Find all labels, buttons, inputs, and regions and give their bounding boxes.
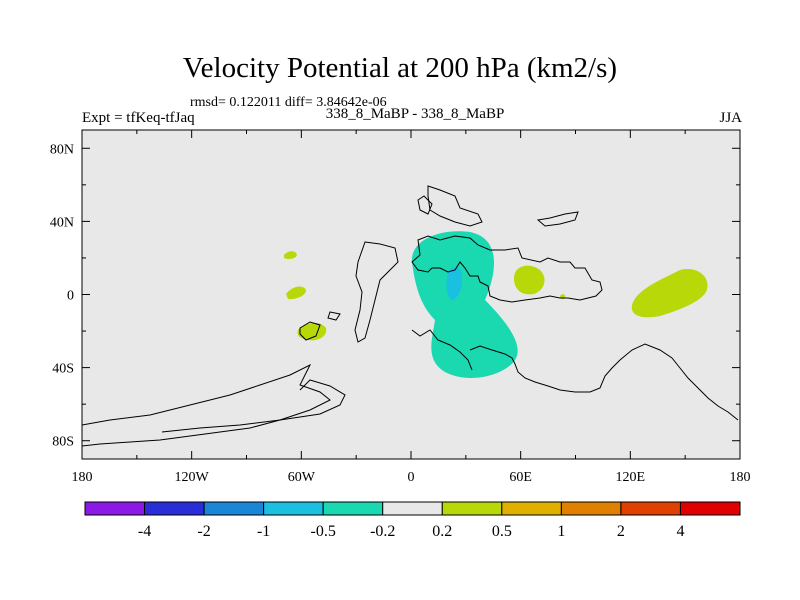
- axes-layer: 180 120W 60W 0 60E 120E 180 80N 40N 0 40S 80S: [50, 129, 751, 485]
- y-tick-label: 40N: [50, 215, 74, 230]
- coastline-1: [411, 235, 603, 303]
- colorbar-label: -4: [138, 523, 151, 540]
- colorbar-swatch: [84, 501, 146, 516]
- colorbar-label: -1: [257, 523, 270, 540]
- y-tick-label: 40S: [52, 362, 74, 377]
- x-tick-label: 60W: [288, 470, 316, 485]
- colorbar-swatch: [322, 501, 384, 516]
- coastline-3: [417, 195, 433, 215]
- chart-title: Velocity Potential at 200 hPa (km2/s): [182, 52, 618, 84]
- season-label: JJA: [719, 110, 742, 126]
- colorbar-swatch: [203, 501, 265, 516]
- coastline-11: [411, 329, 473, 371]
- colorbar-swatch: [144, 501, 205, 516]
- colorbar-label: 2: [617, 523, 625, 540]
- colorbar-label: -0.5: [311, 523, 336, 540]
- coastline-10: [161, 379, 346, 433]
- colorbar-swatch: [441, 501, 503, 516]
- colorbar-swatch: [679, 501, 741, 516]
- x-tick-label: 120E: [616, 470, 646, 485]
- x-tick-label: 60E: [509, 470, 532, 485]
- colorbar-label: 4: [676, 523, 684, 540]
- x-tick-label: 0: [408, 470, 415, 485]
- coastline-6: [469, 343, 739, 421]
- coastline-7: [299, 321, 321, 341]
- region-arabian: [514, 265, 545, 295]
- x-tick-label: 180: [72, 470, 93, 485]
- region-sa-b: [286, 286, 306, 300]
- colorbar-swatch: [501, 501, 562, 516]
- colorbar-label: 1: [557, 523, 565, 540]
- coastline-5: [354, 241, 399, 343]
- case-label: 338_8_MaBP - 338_8_MaBP: [325, 106, 505, 122]
- map-layer: [81, 130, 740, 459]
- stats-label: rmsd= 0.122011 diff= 3.84642e-06: [190, 95, 387, 110]
- colorbar-swatch: [382, 501, 443, 516]
- colorbar: -4 -2 -1 -0.5 -0.2 0.2 0.5 1 2 4: [84, 501, 741, 540]
- y-tick-label: 80N: [50, 142, 74, 157]
- colorbar-swatch: [620, 501, 681, 516]
- y-tick-label: 80S: [52, 435, 74, 450]
- colorbar-label: -2: [197, 523, 210, 540]
- region-africa-core: [446, 267, 463, 300]
- coastline-4: [536, 211, 579, 227]
- experiment-label: Expt = tfKeq-tfJaq: [82, 110, 195, 126]
- coastline-2: [427, 185, 483, 227]
- colorbar-label: 0.5: [492, 523, 512, 540]
- x-tick-label: 120W: [175, 470, 210, 485]
- coastline-8: [327, 311, 341, 321]
- colorbar-swatch: [560, 501, 622, 516]
- region-west-pacific: [631, 269, 708, 318]
- coastline-9: [81, 363, 331, 447]
- y-tick-label: 0: [67, 289, 74, 304]
- colorbar-label: 0.2: [432, 523, 452, 540]
- region-sa-c: [284, 251, 297, 259]
- colorbar-swatch: [263, 501, 324, 516]
- x-tick-label: 180: [730, 470, 751, 485]
- colorbar-label: -0.2: [370, 523, 395, 540]
